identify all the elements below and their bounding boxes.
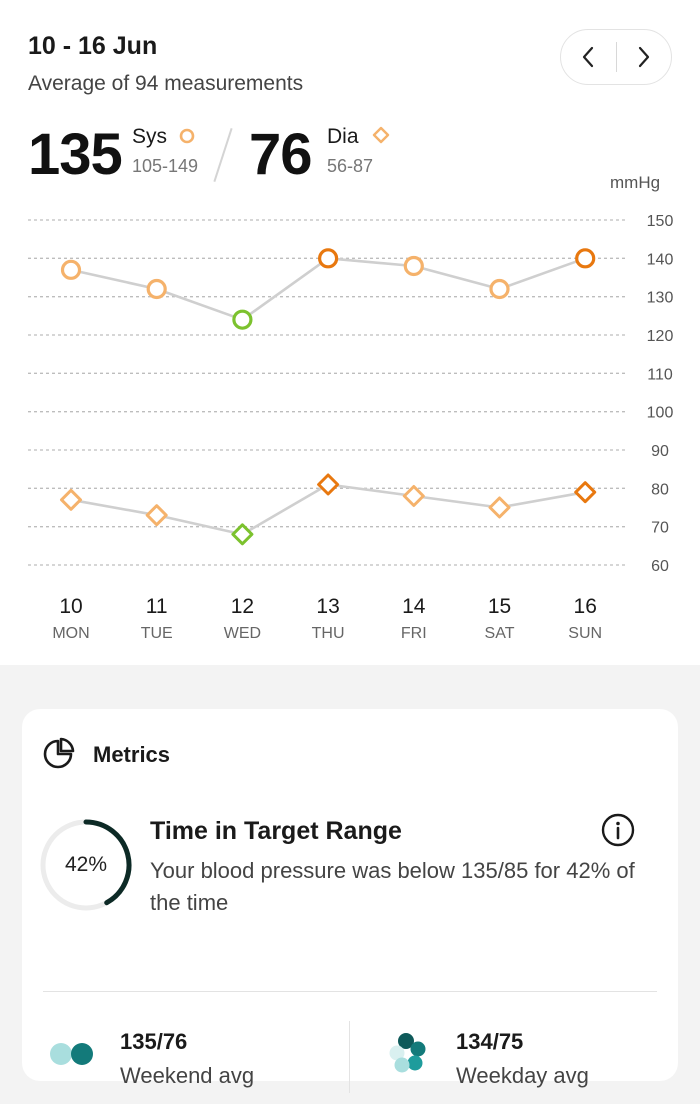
chevron-left-icon [583,46,594,68]
metrics-section: Metrics 42% Time in Target Range Your bl… [0,665,700,1104]
y-tick-label: 60 [651,558,669,575]
systolic-label: Sys [132,125,168,148]
weekend-avg-value: 135/76 [120,1029,188,1054]
week-navigator [560,29,672,85]
target-range-percent: 42% [64,853,108,876]
x-day-label: 10 [59,595,82,618]
y-tick-label: 90 [651,443,669,460]
measurement-count: Average of 94 measurements [28,72,304,95]
target-range-title: Time in Target Range [150,817,402,845]
x-weekday-label: TUE [141,625,173,642]
chevron-right-icon [638,46,649,68]
systolic-point [489,278,510,300]
nav-divider [615,42,617,72]
x-weekday-label: SAT [485,625,515,642]
weekday-dots-icon [389,1033,426,1073]
target-range-ring [40,819,132,911]
chart-section: 10 - 16 Jun Average of 94 measurements 1… [28,29,674,642]
unit-label: mmHg [610,173,661,192]
systolic-point [575,248,596,269]
diastolic-label: Dia [327,125,359,148]
target-range-arc [83,819,132,906]
x-weekday-label: THU [312,625,345,642]
diastolic-point [231,523,254,546]
diastolic-point [60,488,82,511]
date-range-title: 10 - 16 Jun [28,32,158,60]
weekday-avg-value: 134/75 [456,1029,524,1054]
y-tick-label: 70 [651,520,669,537]
systolic-circle-icon [179,128,195,144]
systolic-point [318,248,339,269]
y-tick-label: 140 [647,251,674,268]
metrics-card: Metrics 42% Time in Target Range Your bl… [22,709,678,1093]
blood-pressure-chart: 150 140 130 120 110 100 90 80 70 60 10 MON 11 TUE 12 WE… [28,213,674,642]
info-icon[interactable] [600,812,636,848]
diastolic-average: 76 [249,122,313,187]
x-weekday-label: SUN [568,625,602,642]
x-day-label: 12 [231,595,254,618]
x-day-label: 11 [146,595,168,618]
x-weekday-label: MON [52,625,89,642]
diastolic-point [402,485,425,507]
y-tick-label: 120 [647,328,674,345]
x-day-label: 14 [402,595,426,618]
systolic-average: 135 [28,122,123,187]
value-separator [213,128,233,182]
weekend-dots-icon [50,1043,93,1065]
systolic-range: 105-149 [132,156,199,176]
y-tick-label: 80 [651,481,669,498]
diastolic-range: 56-87 [327,156,374,176]
y-tick-label: 150 [647,213,674,230]
y-tick-label: 130 [647,290,674,307]
systolic-point [60,259,82,280]
diastolic-point [145,504,168,527]
systolic-point [403,255,424,277]
x-day-label: 13 [316,595,339,618]
metrics-divider [43,991,657,992]
x-weekday-label: WED [224,625,261,642]
next-week-button[interactable] [616,29,671,85]
previous-week-button[interactable] [561,29,616,85]
systolic-point [232,309,253,330]
diastolic-point [574,481,597,504]
x-weekday-label: FRI [401,625,427,642]
diastolic-point [317,473,340,496]
y-tick-label: 110 [647,366,673,383]
target-range-description: Your blood pressure was below 135/85 for… [150,858,635,915]
x-day-label: 15 [488,595,511,618]
diastolic-point [488,496,511,519]
x-day-label: 16 [574,595,597,618]
weekday-avg-label: Weekday avg [456,1063,589,1088]
systolic-point [146,278,167,300]
avg-divider [349,1021,350,1093]
metrics-title: Metrics [93,742,171,767]
y-tick-label: 100 [647,405,674,422]
pie-chart-icon [43,737,75,769]
diastolic-diamond-icon [372,126,390,144]
weekend-avg-label: Weekend avg [120,1063,255,1088]
